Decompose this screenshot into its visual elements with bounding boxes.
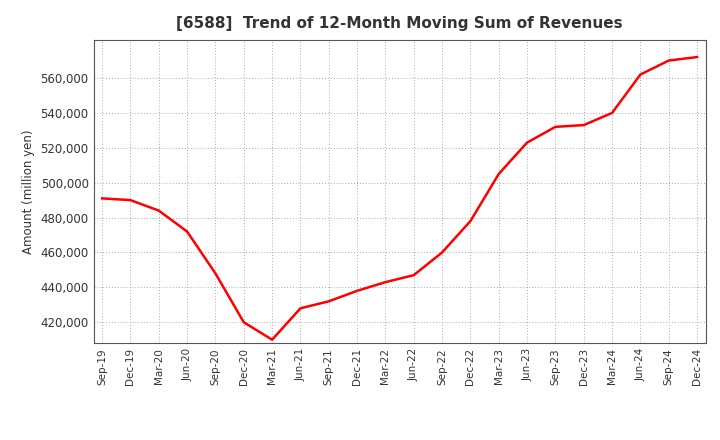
Y-axis label: Amount (million yen): Amount (million yen) [22,129,35,253]
Title: [6588]  Trend of 12-Month Moving Sum of Revenues: [6588] Trend of 12-Month Moving Sum of R… [176,16,623,32]
